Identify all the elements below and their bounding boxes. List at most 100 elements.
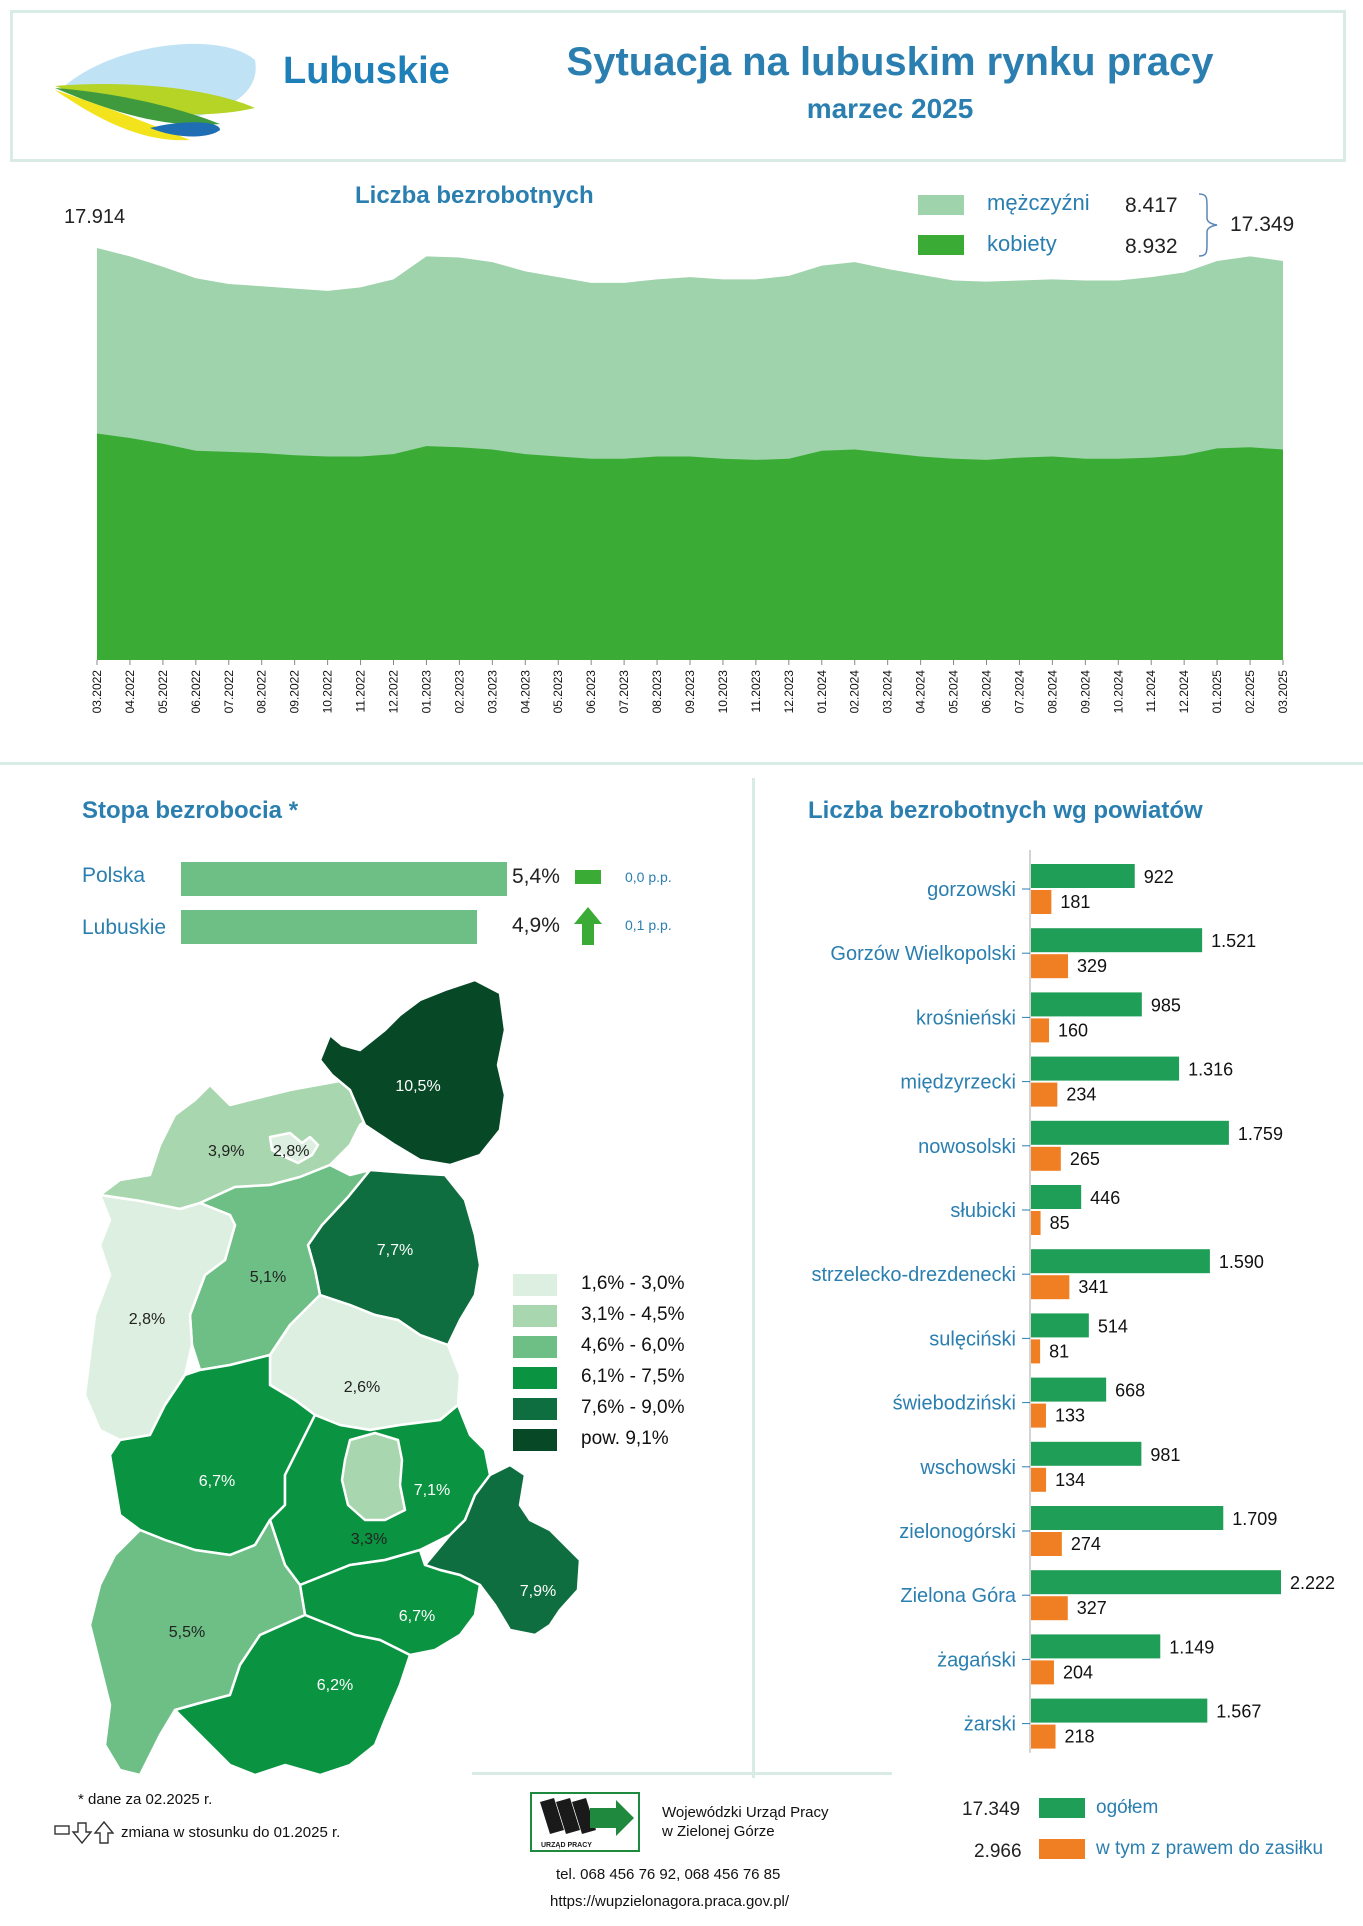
x-tick-label: 01.2025 [1210,670,1224,714]
x-tick-label: 04.2023 [518,670,532,714]
bar-benefit [1031,1532,1062,1556]
x-tick-label: 10.2022 [321,670,335,714]
map-legend-label-2: 3,1% - 4,5% [581,1304,685,1325]
map-label-slubicki: 2,8% [129,1311,165,1328]
rate-value-polska: 5,4% [512,865,560,888]
x-tick-label: 03.2025 [1276,670,1290,714]
category-label: strzelecko-drezdenecki [811,1264,1016,1286]
bar-benefit [1031,1339,1041,1364]
bar-total-label: 446 [1090,1188,1120,1208]
bar-total [1031,928,1203,953]
map-legend-swatch-4 [513,1367,557,1389]
map-region-wschowski [423,1463,582,1637]
wup-logo [530,1792,640,1852]
lubuskie-map: 3,9% 2,8% 10,5% 7,7% 5,1% 2,8% 2,6% 6,7%… [83,978,582,1777]
x-tick-label: 10.2023 [716,670,730,714]
bar-total-label: 1.709 [1232,1509,1277,1529]
legend-total: 17.349 [1230,213,1295,236]
area-chart: 03.2022 04.2022 05.2022 06.2022 07.2022 08.20… [90,248,1290,714]
bar-legend-total-value: 17.349 [962,1799,1021,1820]
map-label-nowosolski: 6,7% [399,1608,435,1625]
bar-benefit-label: 181 [1060,892,1090,912]
bar-total-label: 985 [1151,995,1181,1015]
bar-total-label: 1.316 [1188,1060,1233,1080]
bar-benefit-label: 85 [1050,1213,1070,1233]
bar-total-label: 922 [1144,867,1174,887]
x-tick-label: 12.2022 [387,670,401,714]
category-label: słubicki [950,1200,1016,1222]
org-name-line2: w Zielonej Górze [662,1823,775,1840]
x-tick-label: 11.2024 [1144,670,1158,713]
x-tick-label: 11.2022 [354,670,368,713]
bar-total-label: 2.222 [1290,1573,1335,1593]
x-tick-label: 08.2024 [1045,670,1059,714]
bar-total [1031,1634,1161,1659]
bar-total-label: 1.567 [1216,1702,1261,1722]
category-label: krośnieński [916,1007,1016,1029]
map-label-zarski: 5,5% [169,1624,205,1641]
bar-benefit-label: 133 [1055,1406,1085,1426]
bar-total [1031,992,1142,1017]
x-tick-label: 06.2024 [980,670,994,714]
bar-benefit-label: 274 [1071,1534,1101,1554]
bar-total [1031,1377,1107,1402]
bar-benefit-label: 265 [1070,1149,1100,1169]
map-legend-swatch-2 [513,1305,557,1327]
bar-total [1031,1120,1229,1145]
bar-total-label: 1.590 [1219,1252,1264,1272]
bar-benefit [1031,1596,1068,1621]
legend-swatch-women [918,235,964,255]
map-label-zielona-gora: 3,3% [351,1531,387,1548]
x-tick-label: 05.2023 [551,670,565,714]
category-label: świebodziński [893,1393,1016,1415]
x-tick-label: 08.2022 [255,670,269,714]
bar-total-label: 981 [1150,1445,1180,1465]
bar-total [1031,1570,1281,1595]
bar-benefit-label: 218 [1065,1727,1095,1747]
bar-benefit-label: 204 [1063,1662,1093,1682]
lubuskie-logo [55,43,256,141]
x-tick-label: 02.2025 [1243,670,1257,714]
category-label: żarski [964,1714,1016,1736]
bar-benefit [1031,1018,1050,1043]
x-tick-label: 06.2023 [584,670,598,714]
first-value-label: 17.914 [64,206,126,228]
change-indicators-icon [54,1820,114,1845]
bar-benefit [1031,1146,1061,1171]
section-divider [0,762,1363,765]
bar-benefit [1031,1724,1056,1749]
x-tick-label: 08.2023 [650,670,664,714]
bar-total [1031,1249,1210,1274]
map-label-zaganski: 6,2% [317,1677,353,1694]
map-legend-swatch-6 [513,1429,557,1451]
legend-value-men: 8.417 [1125,194,1178,217]
map-label-swiebodzinski: 2,6% [344,1379,380,1396]
bar-benefit [1031,1082,1058,1107]
bar-benefit-label: 160 [1058,1020,1088,1040]
rate-change-lubuskie: 0,1 p.p. [625,917,672,933]
map-legend-label-3: 4,6% - 6,0% [581,1335,685,1356]
map-label-zielonogorski: 7,1% [414,1482,450,1499]
rate-bar-polska [181,862,507,896]
map-legend-label-1: 1,6% - 3,0% [581,1273,685,1294]
rate-section-title: Stopa bezrobocia * [82,797,299,824]
phone-numbers: tel. 068 456 76 92, 068 456 76 85 [556,1866,781,1883]
x-tick-label: 09.2022 [288,670,302,714]
bar-benefit [1031,1467,1047,1492]
brand-name: Lubuskie [283,50,450,92]
x-tick-label: 01.2024 [815,670,829,714]
wup-logo-text: URZĄD PRACY [541,1842,592,1849]
x-tick-label: 09.2023 [683,670,697,714]
legend-label-women: kobiety [987,231,1057,256]
bar-benefit [1031,1211,1041,1235]
org-name-line1: Wojewódzki Urząd Pracy [662,1804,829,1821]
area-series-women [97,433,1283,660]
map-label-miedzyrzecki: 7,7% [377,1242,413,1259]
rate-bar-lubuskie [181,910,477,944]
category-label: wschowski [919,1457,1016,1479]
bar-benefit-label: 327 [1077,1598,1107,1618]
map-legend-label-6: pow. 9,1% [581,1428,669,1449]
x-tick-label: 07.2022 [222,670,236,714]
bar-benefit [1031,954,1069,979]
x-tick-label: 03.2022 [90,670,104,714]
